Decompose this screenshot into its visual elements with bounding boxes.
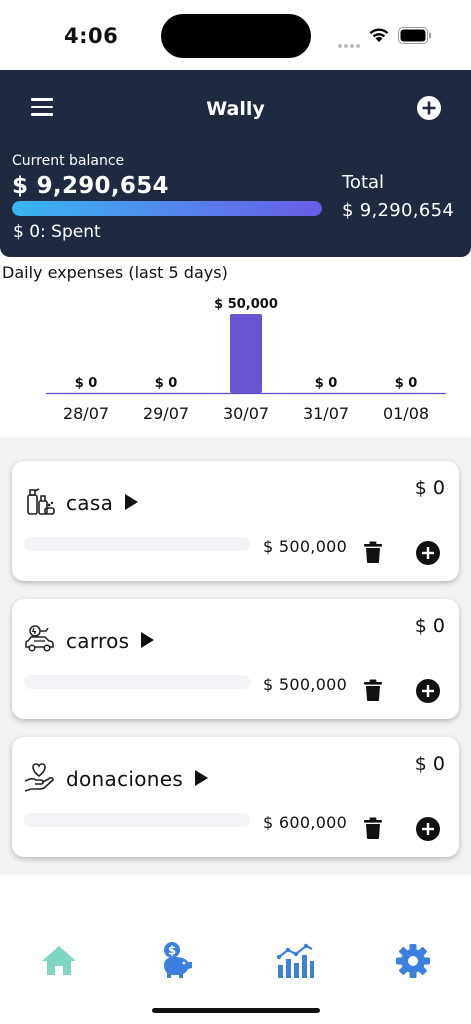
chart-data-label: $ 0 bbox=[155, 376, 178, 391]
balance-value: $ 9,290,654 bbox=[12, 173, 169, 199]
chart-tick-label: 29/07 bbox=[143, 404, 189, 423]
category-name: casa bbox=[66, 491, 139, 515]
trash-icon[interactable] bbox=[364, 679, 382, 701]
home-indicator bbox=[152, 1008, 320, 1013]
trash-icon[interactable] bbox=[364, 541, 382, 563]
status-bar: 4:06 bbox=[0, 0, 471, 70]
svg-text:$: $ bbox=[168, 944, 176, 958]
chart-title: Daily expenses (last 5 days) bbox=[2, 263, 228, 282]
category-progress-bar bbox=[24, 675, 250, 689]
total-value: $ 9,290,654 bbox=[342, 200, 455, 221]
chart-data-label: $ 0 bbox=[75, 376, 98, 391]
daily-expenses-chart: $ 0 28/07 $ 0 29/07 $ 50,000 30/07 $ 0 31/07 $ 0… bbox=[46, 297, 446, 423]
category-name: carros bbox=[66, 629, 155, 653]
home-icon[interactable] bbox=[39, 941, 79, 981]
chart-tick-label: 28/07 bbox=[63, 404, 109, 423]
chart-data-label: $ 0 bbox=[315, 376, 338, 391]
chart-tick-label: 30/07 bbox=[223, 404, 269, 423]
category-card-carros[interactable]: carros $ 0 $ 500,000 bbox=[12, 599, 459, 719]
house-cleaning-icon bbox=[27, 488, 55, 515]
signal-icon bbox=[338, 35, 362, 48]
category-card-donaciones[interactable]: donaciones $ 0 $ 600,000 bbox=[12, 737, 459, 857]
category-card-casa[interactable]: casa $ 0 $ 500,000 bbox=[12, 461, 459, 581]
total-label: Total bbox=[342, 172, 385, 193]
trash-icon[interactable] bbox=[364, 817, 382, 839]
category-spent: $ 0 bbox=[414, 753, 445, 775]
chart-tick-label: 31/07 bbox=[303, 404, 349, 423]
piggy-bank-icon[interactable]: $ bbox=[157, 941, 197, 981]
category-name: donaciones bbox=[66, 767, 209, 791]
header-panel: Wally Current balance $ 9,290,654 $ 0: S… bbox=[0, 70, 471, 257]
wifi-icon bbox=[369, 28, 389, 42]
dynamic-island bbox=[161, 14, 311, 58]
balance-progress-bar bbox=[12, 201, 322, 216]
play-arrow-icon[interactable] bbox=[141, 632, 155, 648]
category-progress-bar bbox=[24, 537, 250, 551]
electric-car-icon bbox=[25, 625, 54, 652]
bottom-nav: $ bbox=[0, 875, 471, 1024]
play-arrow-icon[interactable] bbox=[125, 494, 139, 510]
add-expense-icon[interactable] bbox=[416, 541, 440, 565]
balance-label: Current balance bbox=[12, 153, 125, 169]
chart-tick-label: 01/08 bbox=[383, 404, 429, 423]
app-title: Wally bbox=[206, 98, 265, 120]
category-spent: $ 0 bbox=[414, 477, 445, 499]
heart-hand-icon bbox=[24, 763, 54, 792]
category-budget: $ 600,000 bbox=[263, 813, 348, 832]
status-time: 4:06 bbox=[64, 24, 119, 48]
chart-icon[interactable] bbox=[275, 941, 315, 981]
gear-icon[interactable] bbox=[393, 941, 433, 981]
spent-text: $ 0: Spent bbox=[13, 222, 101, 242]
category-progress-bar bbox=[24, 813, 250, 827]
add-expense-icon[interactable] bbox=[416, 679, 440, 703]
chart-bar bbox=[230, 314, 262, 393]
play-arrow-icon[interactable] bbox=[195, 770, 209, 786]
add-icon[interactable] bbox=[417, 96, 441, 120]
balance-progress-fill bbox=[12, 201, 322, 216]
category-spent: $ 0 bbox=[414, 615, 445, 637]
category-budget: $ 500,000 bbox=[263, 675, 348, 694]
category-budget: $ 500,000 bbox=[263, 537, 348, 556]
chart-data-label: $ 0 bbox=[395, 376, 418, 391]
add-expense-icon[interactable] bbox=[416, 817, 440, 841]
menu-icon[interactable] bbox=[31, 98, 53, 116]
chart-data-label: $ 50,000 bbox=[214, 297, 278, 312]
battery-icon bbox=[398, 27, 431, 44]
